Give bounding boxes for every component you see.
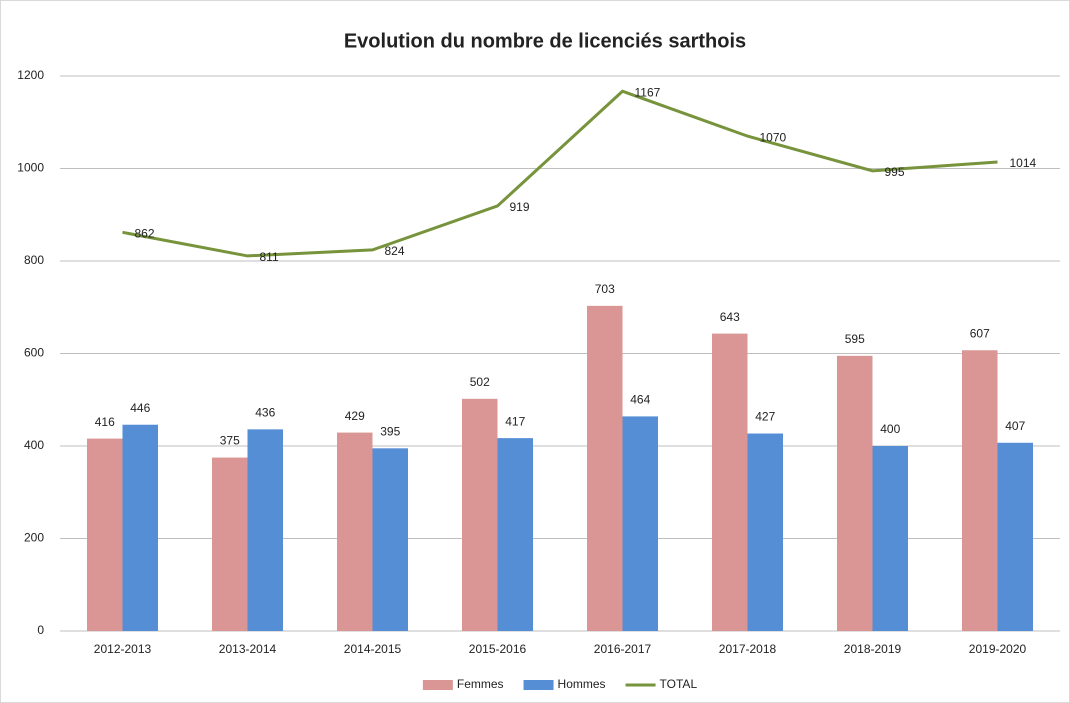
data-label: 436 <box>255 406 275 420</box>
bar <box>837 355 873 631</box>
bar <box>962 350 998 631</box>
data-label: 464 <box>630 393 650 407</box>
data-label: 400 <box>880 422 900 436</box>
bar <box>87 438 123 631</box>
x-tick-label: 2016-2017 <box>594 642 652 656</box>
x-tick-label: 2013-2014 <box>219 642 277 656</box>
data-label: 703 <box>595 282 615 296</box>
legend-label: TOTAL <box>660 677 698 691</box>
x-tick-label: 2017-2018 <box>719 642 777 656</box>
data-label: 595 <box>845 332 865 346</box>
data-label: 375 <box>220 434 240 448</box>
data-label: 407 <box>1005 419 1025 433</box>
data-label: 502 <box>470 375 490 389</box>
bar <box>747 433 783 631</box>
legend-label: Hommes <box>558 677 606 691</box>
legend-label: Femmes <box>457 677 504 691</box>
bar <box>462 398 498 631</box>
y-tick-label: 800 <box>24 253 44 267</box>
data-label: 995 <box>885 165 905 179</box>
legend-swatch <box>422 680 453 690</box>
bar <box>997 442 1033 631</box>
data-label: 395 <box>380 424 400 438</box>
data-label: 824 <box>385 244 405 258</box>
data-label: 919 <box>510 200 530 214</box>
bar <box>497 438 533 631</box>
data-label: 607 <box>970 326 990 340</box>
y-tick-label: 0 <box>37 623 44 637</box>
y-tick-label: 200 <box>24 531 44 545</box>
x-tick-label: 2019-2020 <box>969 642 1027 656</box>
line <box>122 89 998 258</box>
bar <box>712 333 748 631</box>
data-label: 811 <box>260 250 279 264</box>
data-label: 1070 <box>760 130 787 144</box>
bar <box>372 448 408 631</box>
x-tick-label: 2018-2019 <box>844 642 902 656</box>
bar <box>122 424 158 631</box>
chart-title: Evolution du nombre de licenciés sarthoi… <box>344 30 746 52</box>
x-tick-label: 2015-2016 <box>469 642 527 656</box>
y-tick-label: 1000 <box>17 161 44 175</box>
data-label: 862 <box>135 226 155 240</box>
bar <box>247 429 283 631</box>
bar <box>212 457 248 631</box>
y-tick-label: 600 <box>24 346 44 360</box>
bar <box>622 416 658 631</box>
data-label: 416 <box>95 415 115 429</box>
data-label: 417 <box>505 414 525 428</box>
y-tick-label: 400 <box>24 438 44 452</box>
data-label: 429 <box>345 409 365 423</box>
data-label: 1167 <box>635 85 661 99</box>
data-label: 427 <box>755 410 775 424</box>
bar <box>587 305 623 631</box>
bar <box>337 432 373 631</box>
data-label: 1014 <box>1010 156 1037 170</box>
y-tick-label: 1200 <box>17 68 44 82</box>
x-tick-label: 2012-2013 <box>94 642 152 656</box>
data-label: 446 <box>130 401 150 415</box>
legend-swatch <box>523 680 554 690</box>
data-label: 643 <box>720 310 740 324</box>
bar <box>872 446 908 631</box>
x-tick-label: 2014-2015 <box>344 642 402 656</box>
